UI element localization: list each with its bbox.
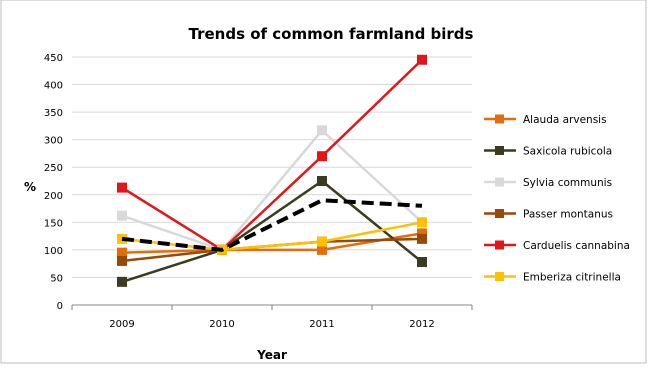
y-tick-label: 400 xyxy=(44,81,63,92)
x-tick-label: 2012 xyxy=(409,319,434,330)
trend-line xyxy=(121,198,423,252)
y-tick-labels: 0 50 100 150 200 250 300 350 400 450 xyxy=(44,53,63,312)
y-tick-label: 350 xyxy=(44,108,63,119)
data-point xyxy=(317,125,327,136)
data-point xyxy=(317,236,327,247)
x-tick-label: 2010 xyxy=(209,319,234,330)
legend-marker xyxy=(495,146,504,155)
series-line xyxy=(121,129,423,252)
data-point xyxy=(117,255,127,266)
legend-label: Alauda arvensis xyxy=(523,114,607,126)
series-layer xyxy=(117,54,427,287)
legend-label: Passer montanus xyxy=(523,209,613,221)
data-point xyxy=(317,151,327,162)
series-line xyxy=(121,232,423,254)
legend-item: Emberiza citrinella xyxy=(484,272,621,284)
x-tick-label: 2011 xyxy=(309,319,334,330)
legend-label: Emberiza citrinella xyxy=(523,272,621,284)
legend-label: Sylvia communis xyxy=(523,177,612,189)
data-point xyxy=(317,244,327,255)
y-tick-label: 450 xyxy=(44,53,63,64)
legend-label: Saxicola rubicola xyxy=(523,146,612,158)
y-tick-label: 250 xyxy=(44,163,63,174)
y-axis-label: % xyxy=(24,180,36,194)
data-point xyxy=(117,276,127,287)
data-point xyxy=(117,210,127,221)
data-point xyxy=(417,228,427,239)
data-point xyxy=(117,247,127,258)
series-line xyxy=(121,221,423,252)
x-tick-labels: 2009 2010 2011 2012 xyxy=(109,319,434,330)
legend-item: Passer montanus xyxy=(484,209,613,221)
y-tick-label: 150 xyxy=(44,218,63,229)
legend-item: Alauda arvensis xyxy=(484,114,607,126)
legend: Alauda arvensis Saxicola rubicola Sylvia c… xyxy=(484,114,630,284)
legend-marker xyxy=(495,177,504,187)
data-point xyxy=(317,176,327,186)
x-axis-label: Year xyxy=(256,348,287,362)
legend-marker xyxy=(495,209,504,218)
series-line xyxy=(121,58,423,252)
data-point xyxy=(417,217,427,228)
y-tick-label: 300 xyxy=(44,136,63,147)
data-point xyxy=(417,233,427,244)
y-tick-label: 200 xyxy=(44,191,63,202)
legend-marker xyxy=(495,114,504,124)
y-tick-label: 100 xyxy=(44,246,63,257)
legend-item: Carduelis cannabina xyxy=(484,240,630,252)
legend-marker xyxy=(495,272,504,281)
x-tick-label: 2009 xyxy=(109,319,134,330)
data-point xyxy=(117,182,127,193)
legend-label: Carduelis cannabina xyxy=(523,240,630,252)
data-point xyxy=(417,54,427,65)
legend-item: Sylvia communis xyxy=(484,177,612,189)
data-point xyxy=(417,257,427,268)
chart-title: Trends of common farmland birds xyxy=(189,25,474,43)
legend-marker xyxy=(495,240,504,250)
y-tick-label: 0 xyxy=(57,301,63,312)
y-tick-label: 50 xyxy=(50,273,63,284)
legend-item: Saxicola rubicola xyxy=(484,146,612,158)
series-line xyxy=(121,179,423,284)
